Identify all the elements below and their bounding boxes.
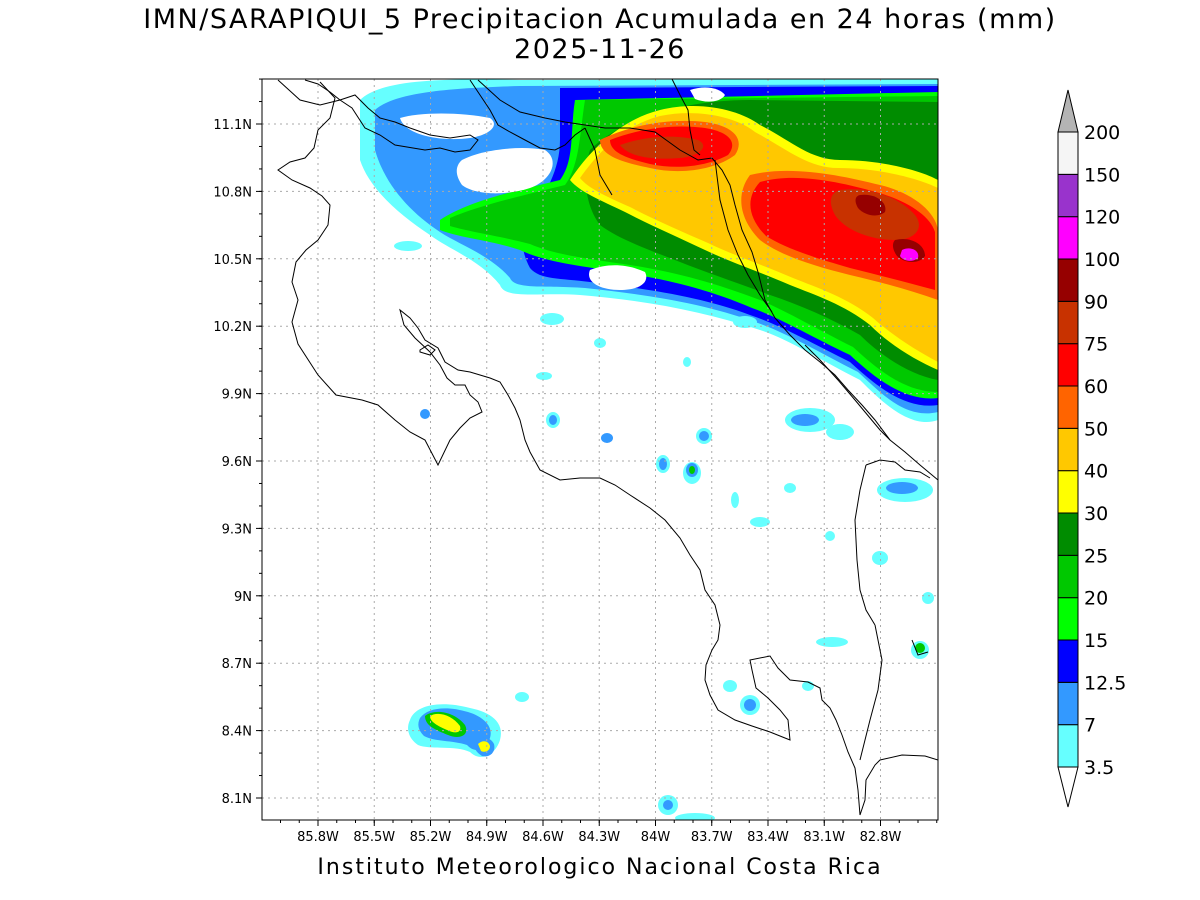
longitude-tick-label: 84W [641,830,671,845]
colorbar-label: 90 [1084,291,1108,313]
latitude-axis: 11.1N 10.8N 10.5N 10.2N 9.9N 9.6N 9.3N 9N 8.7N 8.… [213,78,262,807]
latitude-tick-label: 10.5N [213,253,252,268]
colorbar-swatch [1057,216,1079,260]
colorbar-swatch [1057,427,1079,472]
map-title: IMN/SARAPIQUI_5 Precipitacion Acumulada … [143,4,1057,35]
colorbar-label: 50 [1084,418,1108,440]
colorbar-label: 25 [1084,545,1108,567]
colorbar-label: 12.5 [1084,672,1126,694]
latitude-tick-label: 11.1N [213,118,252,133]
colorbar-label: 200 [1084,122,1120,144]
colorbar-swatch [1057,131,1079,175]
latitude-tick-label: 8.4N [222,725,252,740]
latitude-tick-label: 9.3N [222,522,252,537]
colorbar-swatch [1057,639,1079,683]
longitude-tick-label: 83.4W [747,830,789,845]
coastlines [277,79,938,816]
longitude-tick-label: 84.3W [578,830,620,845]
colorbar-label: 7 [1084,715,1096,737]
colorbar-swatch [1057,173,1079,218]
colorbar-swatch [1057,343,1079,387]
longitude-tick-label: 84.6W [522,830,564,845]
colorbar-label: 3.5 [1084,757,1114,779]
longitude-tick-label: 84.9W [466,830,508,845]
latitude-tick-label: 8.1N [222,792,252,807]
colorbar-swatch [1057,470,1079,514]
colorbar-swatch [1057,385,1079,429]
latitude-tick-label: 10.2N [213,320,252,335]
longitude-tick-label: 85.5W [353,830,395,845]
map-frame [261,78,939,821]
latitude-tick-label: 9N [234,590,252,605]
colorbar-swatch [1057,512,1079,556]
colorbar-label: 150 [1084,164,1120,186]
precipitation-field [360,79,938,820]
credit-line: Instituto Meteorologico Nacional Costa R… [317,855,883,880]
longitude-tick-label: 83.7W [691,830,733,845]
latitude-tick-label: 10.8N [213,185,252,200]
colorbar-swatch [1057,681,1079,726]
map-date: 2025-11-26 [514,34,686,65]
longitude-axis: 85.8W 85.5W 85.2W 84.9W 84.6W 84.3W 84W 83.7W 83… [280,820,938,845]
colorbar-swatch [1057,258,1079,302]
colorbar-swatch [1057,724,1079,768]
colorbar-label: 30 [1084,503,1108,525]
colorbar-label: 100 [1084,249,1120,271]
colorbar-label: 15 [1084,630,1108,652]
colorbar-swatch [1057,597,1079,641]
colorbar-label: 60 [1084,376,1108,398]
longitude-tick-label: 82.8W [860,830,902,845]
colorbar-underflow-arrow [1057,766,1079,808]
colorbar-swatch [1057,554,1079,599]
colorbar: 3.5 7 12.5 15 20 25 30 40 50 60 75 90 100 120 150 200 [1057,89,1126,808]
colorbar-swatch [1057,300,1079,345]
latitude-tick-label: 9.9N [222,388,252,403]
colorbar-label: 40 [1084,461,1108,483]
longitude-tick-label: 85.2W [410,830,452,845]
longitude-tick-label: 85.8W [297,830,339,845]
colorbar-label: 75 [1084,334,1108,356]
colorbar-label: 20 [1084,588,1108,610]
latitude-tick-label: 8.7N [222,657,252,672]
longitude-tick-label: 83.1W [803,830,845,845]
map-grid [262,79,938,820]
latitude-tick-label: 9.6N [222,455,252,470]
colorbar-overflow-arrow [1057,89,1079,133]
colorbar-label: 120 [1084,207,1120,229]
